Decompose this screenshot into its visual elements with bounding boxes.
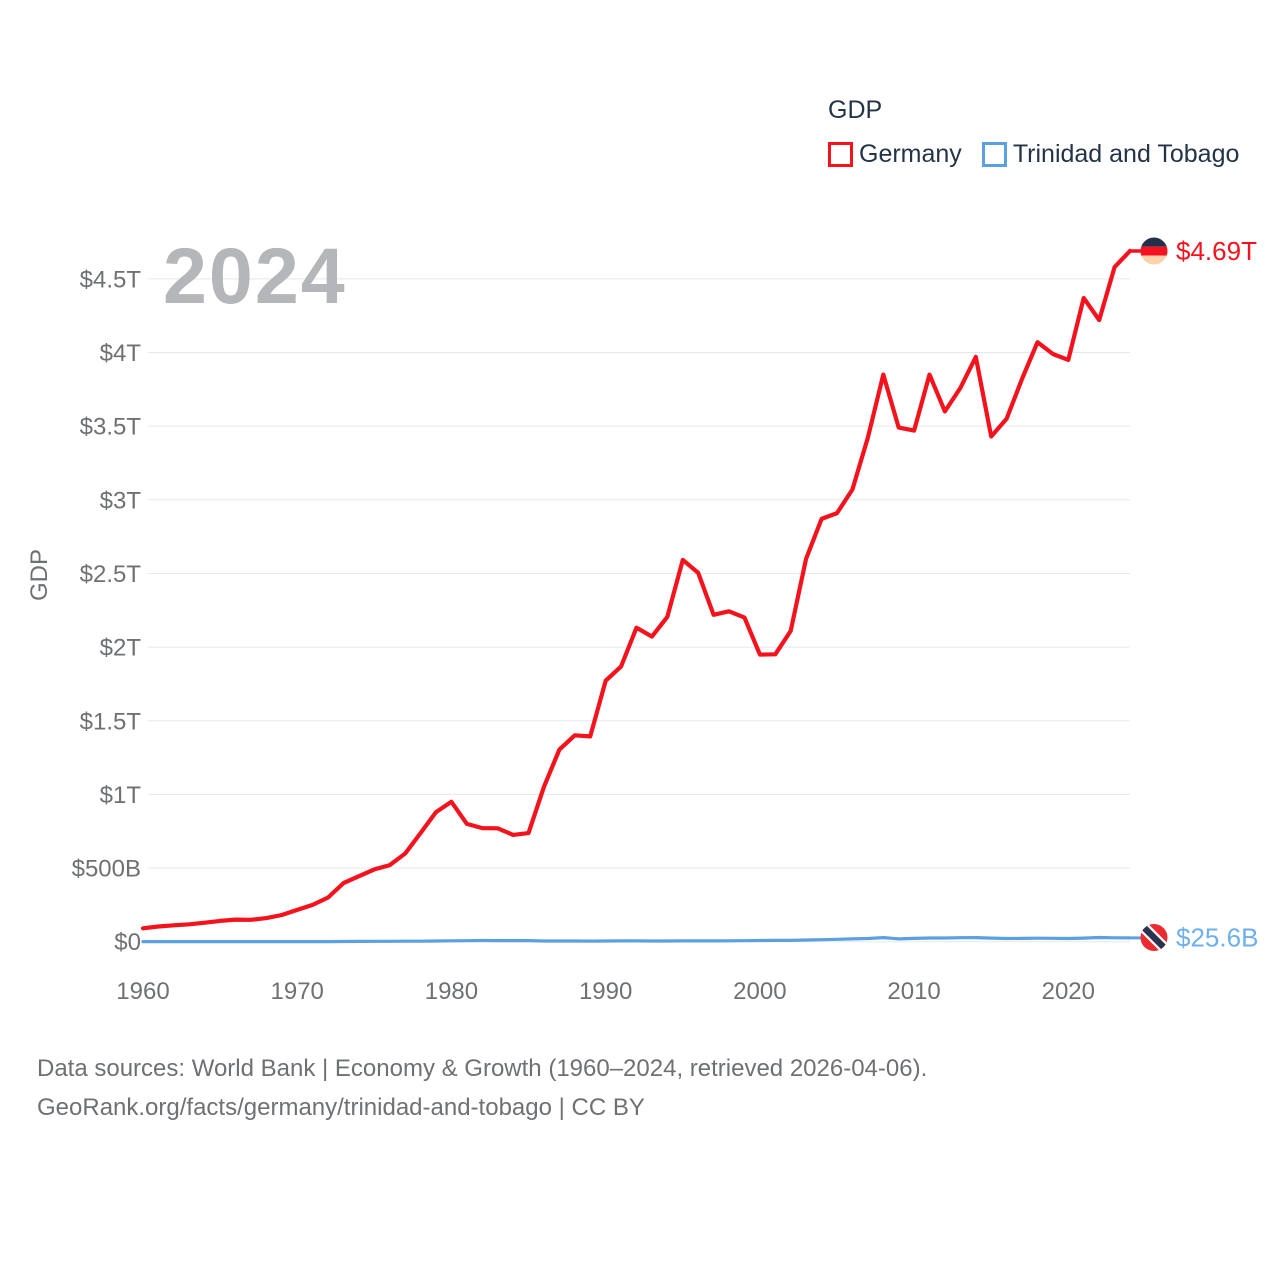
germany-end-value: $4.69T (1176, 236, 1257, 266)
legend: GDP Germany Trinidad and Tobago (828, 96, 1259, 169)
legend-label-germany: Germany (859, 140, 962, 168)
x-tick-label: 2020 (1042, 978, 1095, 1005)
year-watermark: 2024 (163, 231, 347, 320)
gridlines (148, 278, 1130, 943)
legend-item-germany[interactable]: Germany (828, 140, 962, 169)
y-tick-label: $500B (72, 856, 141, 883)
gdp-chart: 2024 $0$500B$1T$1.5T$2T$2.5T$3T$3.5T$4T$… (26, 231, 1258, 1005)
x-tick-label: 1990 (579, 978, 632, 1005)
x-tick-labels: 1960 1970 1980 1990 2000 2010 2020 (116, 978, 1095, 1005)
x-tick-label: 1970 (271, 978, 324, 1005)
footer-attribution: GeoRank.org/facts/germany/trinidad-and-t… (37, 1094, 645, 1121)
germany-line[interactable] (140, 248, 1133, 931)
y-tick-label: $1.5T (80, 708, 142, 735)
y-tick-label: $3T (100, 487, 142, 514)
y-tick-label: $0 (114, 929, 141, 956)
germany-flag-icon (1140, 237, 1168, 265)
trinidad-and-tobago-flag-icon (1140, 924, 1168, 951)
trinidad-line[interactable] (141, 935, 1132, 944)
trinidad-swatch-icon (981, 142, 1007, 167)
x-tick-label: 1980 (425, 978, 478, 1005)
germany-swatch-icon (828, 142, 853, 167)
x-tick-label: 1960 (116, 978, 169, 1005)
y-tick-label: $4T (100, 340, 142, 367)
legend-title: GDP (828, 96, 883, 124)
y-tick-label: $4.5T (80, 266, 142, 293)
legend-row: Germany Trinidad and Tobago (828, 140, 1259, 169)
x-tick-label: 2010 (887, 978, 940, 1005)
x-tick-label: 2000 (733, 978, 786, 1005)
trinidad-end-value: $25.6B (1176, 923, 1258, 953)
legend-label-trinidad: Trinidad and Tobago (1012, 140, 1240, 168)
y-tick-labels: $0 $500B $1T $1.5T $2T $2.5T $3T $3.5T $4T $4.5T (72, 266, 142, 956)
footer-data-sources: Data sources: World Bank | Economy & Gro… (37, 1055, 928, 1082)
y-tick-label: $2T (100, 635, 142, 662)
y-tick-label: $3.5T (80, 414, 142, 441)
y-tick-label: $1T (100, 782, 142, 809)
y-axis-title: GDP (26, 549, 53, 601)
footer: Data sources: World Bank | Economy & Gro… (37, 1049, 927, 1127)
y-tick-label: $2.5T (80, 561, 142, 588)
legend-item-trinidad[interactable]: Trinidad and Tobago (981, 140, 1240, 169)
